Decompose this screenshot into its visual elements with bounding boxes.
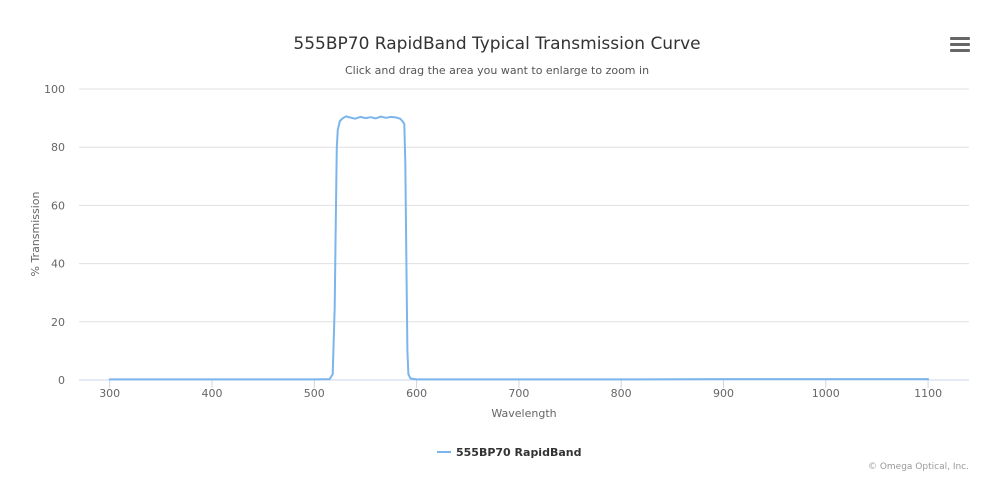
x-axis-title: Wavelength: [491, 407, 556, 420]
series-layer: [108, 115, 930, 381]
x-tick-label: 400: [201, 387, 222, 400]
x-tick-label: 500: [304, 387, 325, 400]
chart-title: 555BP70 RapidBand Typical Transmission C…: [293, 34, 700, 54]
x-tick-label: 900: [713, 387, 734, 400]
legend-series-label: 555BP70 RapidBand: [456, 446, 581, 459]
series-line-0[interactable]: [108, 115, 930, 381]
y-tick-label: 40: [51, 258, 65, 271]
hamburger-menu-icon[interactable]: [946, 34, 974, 58]
x-tick-label: 300: [99, 387, 120, 400]
y-tick-label: 80: [51, 141, 65, 154]
axis-layer: 0 20 40 60 80 100 300 400 500 600 700 800 900 1000 110…: [44, 83, 969, 400]
y-tick-label: 60: [51, 199, 65, 212]
grid-layer: [79, 88, 969, 323]
x-tick-label: 800: [611, 387, 632, 400]
y-tick-label: 0: [58, 374, 65, 387]
x-tick-label: 600: [406, 387, 427, 400]
y-axis-title: % Transmission: [29, 191, 42, 276]
chart-subtitle: Click and drag the area you want to enla…: [345, 64, 649, 77]
y-tick-label: 20: [51, 316, 65, 329]
credits-link[interactable]: © Omega Optical, Inc.: [868, 462, 969, 472]
x-tick-label: 700: [508, 387, 529, 400]
legend[interactable]: 555BP70 RapidBand: [437, 446, 581, 459]
x-tick-label: 1000: [812, 387, 840, 400]
y-tick-label: 100: [44, 83, 65, 96]
x-tick-label: 1100: [914, 387, 942, 400]
